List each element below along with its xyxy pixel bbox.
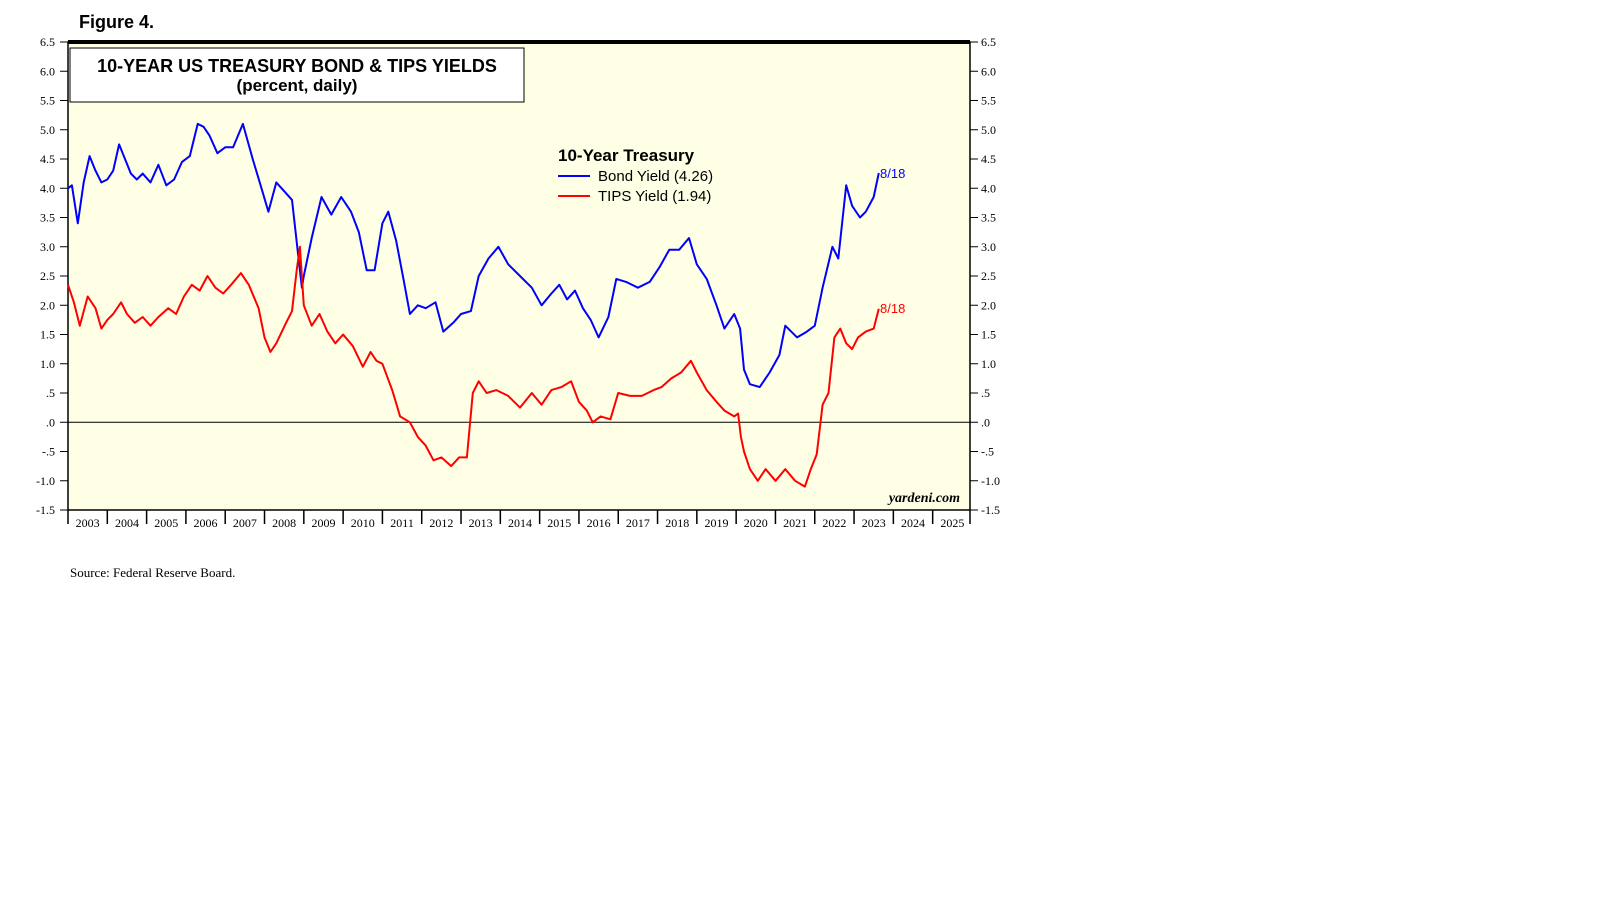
y-tick-label-left: 5.0: [40, 123, 55, 137]
source-note: Source: Federal Reserve Board.: [70, 565, 236, 580]
y-tick-label-left: .5: [46, 386, 55, 400]
x-tick-label: 2020: [744, 516, 768, 530]
x-tick-label: 2007: [233, 516, 257, 530]
y-tick-label-left: 6.0: [40, 64, 55, 78]
y-tick-label-right: 4.5: [981, 152, 996, 166]
x-tick-label: 2021: [783, 516, 807, 530]
x-tick-label: 2025: [940, 516, 964, 530]
series-lines: [67, 122, 880, 488]
x-tick-label: 2019: [704, 516, 728, 530]
y-tick-label-right: -1.0: [981, 474, 1000, 488]
legend-label-bond: Bond Yield (4.26): [598, 168, 713, 185]
x-tick-label: 2023: [862, 516, 886, 530]
y-tick-label-right: 3.0: [981, 240, 996, 254]
y-tick-label-left: 2.0: [40, 298, 55, 312]
y-tick-label-left: 1.0: [40, 357, 55, 371]
y-tick-label-right: -1.5: [981, 503, 1000, 517]
y-tick-label-right: 2.0: [981, 298, 996, 312]
y-tick-label-right: 3.5: [981, 211, 996, 225]
y-tick-label-right: 2.5: [981, 269, 996, 283]
x-tick-label: 2009: [311, 516, 335, 530]
y-axis-left: 6.5 6.0 5.5 5.0 4.5 4.0 3.5 3.0 2.5 2.0 1.5 1.0 .5 .0…: [36, 35, 68, 517]
y-tick-label-left: 4.0: [40, 181, 55, 195]
title-box: 10-YEAR US TREASURY BOND & TIPS YIELDS (…: [69, 47, 525, 103]
x-tick-label: 2006: [194, 516, 218, 530]
y-tick-label-left: 6.5: [40, 35, 55, 49]
watermark: yardeni.com: [887, 491, 960, 506]
y-tick-label-left: 2.5: [40, 269, 55, 283]
x-tick-label: 2017: [626, 516, 650, 530]
x-tick-label: 2014: [508, 516, 532, 530]
legend-label-tips: TIPS Yield (1.94): [598, 188, 711, 205]
y-tick-label-left: 1.5: [40, 328, 55, 342]
y-axis-right: 6.5 6.0 5.5 5.0 4.5 4.0 3.5 3.0 2.5 2.0 1.5 1.0 .5 .0…: [970, 35, 1000, 517]
x-tick-label: 2011: [390, 516, 414, 530]
tips-yield-line: [67, 245, 880, 488]
x-tick-label: 2005: [154, 516, 178, 530]
x-tick-label: 2022: [822, 516, 846, 530]
y-tick-label-left: 5.5: [40, 94, 55, 108]
y-tick-label-right: 5.0: [981, 123, 996, 137]
y-tick-label-right: 6.5: [981, 35, 996, 49]
x-tick-label: 2012: [429, 516, 453, 530]
x-tick-label: 2008: [272, 516, 296, 530]
chart-subtitle: (percent, daily): [237, 76, 358, 95]
x-tick-label: 2015: [547, 516, 571, 530]
chart-title: 10-YEAR US TREASURY BOND & TIPS YIELDS: [97, 56, 497, 76]
y-tick-label-left: -1.0: [36, 474, 55, 488]
x-tick-label: 2003: [76, 516, 100, 530]
x-axis: 2003 2004 2005 2006 2007 2008 2009 2010 2011 2012…: [67, 510, 971, 530]
y-tick-label-right: 1.5: [981, 328, 996, 342]
y-tick-label-right: 5.5: [981, 94, 996, 108]
y-tick-label-right: -.5: [981, 445, 994, 459]
x-tick-label: 2004: [115, 516, 139, 530]
x-tick-label: 2018: [665, 516, 689, 530]
y-tick-label-left: 3.5: [40, 211, 55, 225]
x-tick-label: 2024: [901, 516, 925, 530]
bond-yield-line: [67, 122, 880, 389]
legend-title: 10-Year Treasury: [558, 146, 695, 165]
tips-end-label: 8/18: [880, 301, 905, 316]
y-tick-label-right: 1.0: [981, 357, 996, 371]
yield-chart: 6.5 6.0 5.5 5.0 4.5 4.0 3.5 3.0 2.5 2.0 1.5 1.0 .5 .0…: [36, 35, 1000, 530]
y-tick-label-left: 4.5: [40, 152, 55, 166]
y-tick-label-right: 4.0: [981, 181, 996, 195]
y-tick-label-left: 3.0: [40, 240, 55, 254]
figure-label: Figure 4.: [79, 12, 155, 32]
y-tick-label-right: .5: [981, 386, 990, 400]
y-tick-label-right: 6.0: [981, 64, 996, 78]
y-tick-label-left: .0: [46, 415, 55, 429]
legend: 10-Year Treasury Bond Yield (4.26) TIPS …: [558, 146, 713, 205]
x-tick-label: 2013: [469, 516, 493, 530]
bond-end-label: 8/18: [880, 166, 905, 181]
y-tick-label-left: -.5: [42, 445, 55, 459]
y-tick-label-right: .0: [981, 415, 990, 429]
x-tick-label: 2010: [351, 516, 375, 530]
y-tick-label-left: -1.5: [36, 503, 55, 517]
x-tick-label: 2016: [587, 516, 611, 530]
